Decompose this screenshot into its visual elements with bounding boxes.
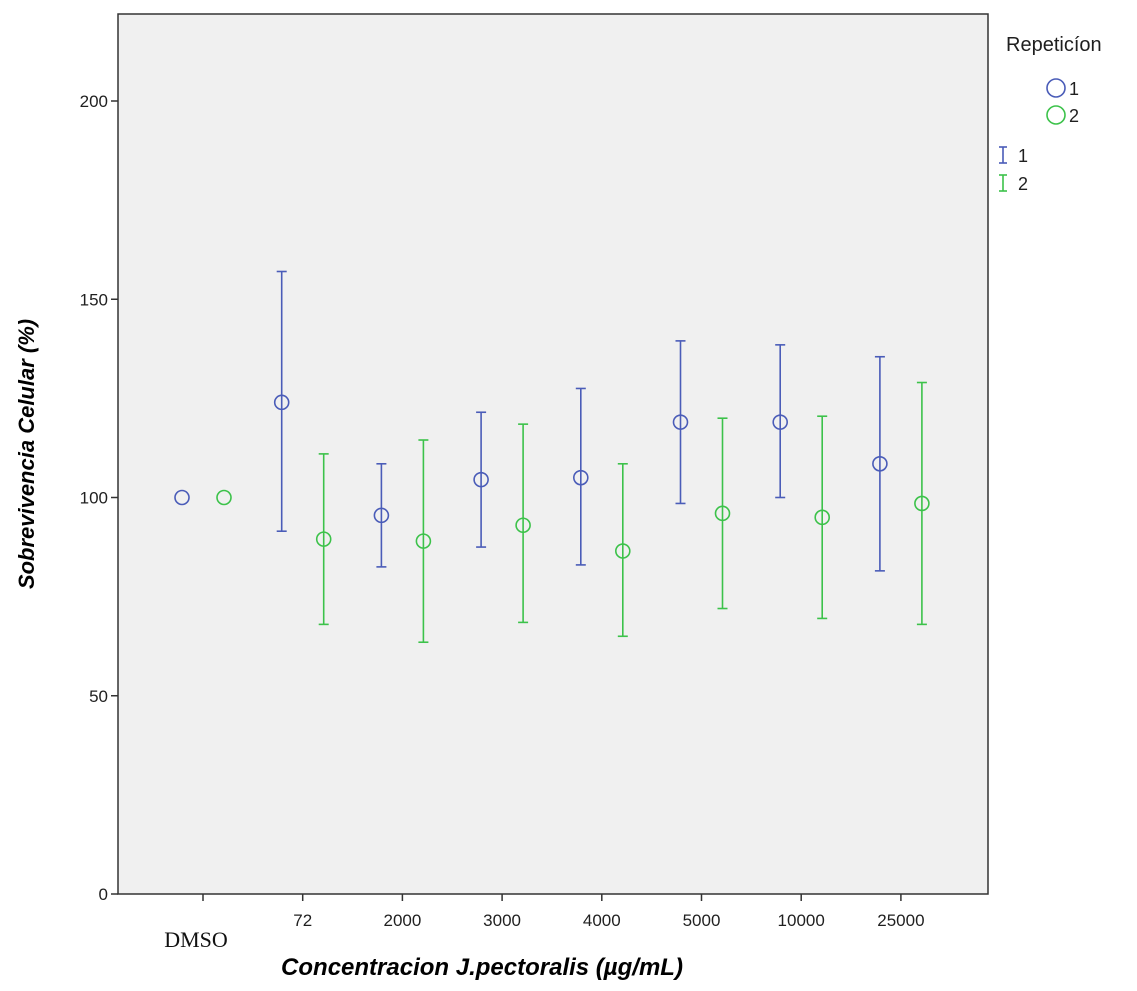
x-tick-label: 72 xyxy=(293,911,312,930)
plot-area xyxy=(117,13,989,895)
mean-marker xyxy=(772,414,789,430)
x-tick-label: 3000 xyxy=(483,911,521,930)
mean-marker xyxy=(872,455,888,472)
legend-title: Repeticíon xyxy=(1006,34,1102,56)
mean-marker xyxy=(473,471,489,488)
mean-marker xyxy=(672,414,689,430)
mean-marker xyxy=(273,394,290,411)
mean-marker xyxy=(315,531,332,547)
y-tick-label: 100 xyxy=(80,489,108,508)
mean-marker xyxy=(914,495,930,512)
x-axis-title: Concentracion J.pectoralis (µg/mL) xyxy=(281,954,683,981)
data-marks xyxy=(174,270,930,644)
mean-marker xyxy=(373,507,390,524)
mean-marker xyxy=(714,505,731,522)
y-tick-label: 50 xyxy=(89,687,108,706)
x-tick-label: 5000 xyxy=(683,911,721,930)
x-tick-label: 2000 xyxy=(383,911,421,930)
legend-errorbar-label: 1 xyxy=(1018,146,1028,166)
legend-marker-icon xyxy=(1046,78,1066,98)
mean-marker xyxy=(174,489,190,506)
y-tick-label: 200 xyxy=(80,92,108,111)
legend-marker-label: 2 xyxy=(1069,106,1079,126)
mean-marker xyxy=(515,517,531,534)
x-tick-label: 4000 xyxy=(583,911,621,930)
mean-marker xyxy=(216,489,232,506)
legend-marker-icon xyxy=(1046,105,1066,125)
mean-marker xyxy=(614,543,631,559)
y-tick-label: 150 xyxy=(80,290,108,309)
x-axis: DMSO 72 2000 3000 4000 5000 10000 25000 xyxy=(164,894,925,952)
y-tick-label: 0 xyxy=(99,885,108,904)
x-tick-label: 25000 xyxy=(877,911,924,930)
x-tick-label: DMSO xyxy=(164,927,228,952)
y-axis: 0 50 100 150 200 xyxy=(80,92,118,904)
y-axis-title: Sobrevivencia Celular (%) xyxy=(14,319,39,589)
mean-marker xyxy=(814,509,831,526)
legend: Repeticíon 1 2 1 2 xyxy=(999,34,1102,194)
legend-errorbar-label: 2 xyxy=(1018,174,1028,194)
mean-marker xyxy=(572,469,589,486)
x-tick-label: 10000 xyxy=(778,911,825,930)
mean-marker xyxy=(415,533,432,549)
legend-marker-label: 1 xyxy=(1069,79,1079,99)
